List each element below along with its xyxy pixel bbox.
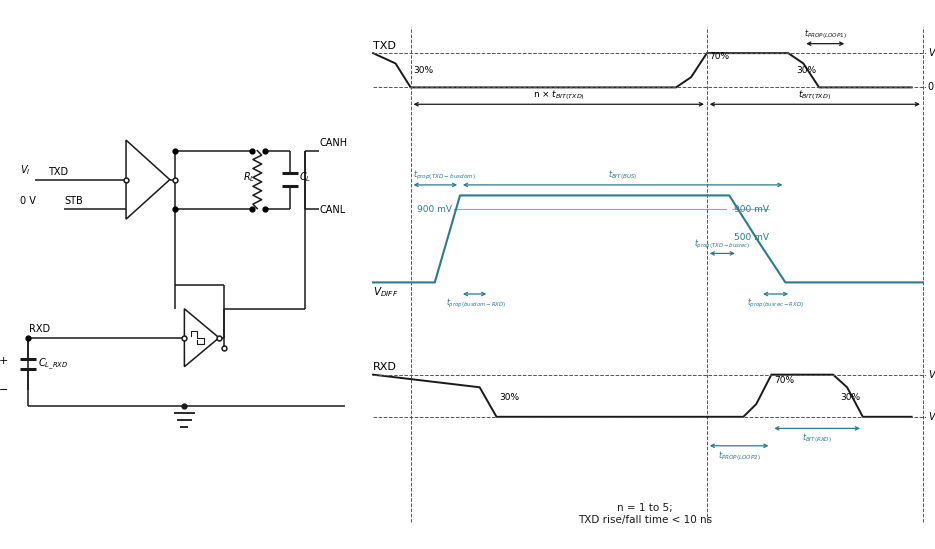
Text: $R_L$: $R_L$ <box>243 170 255 184</box>
Text: 70%: 70% <box>710 52 730 61</box>
Text: $V_I$: $V_I$ <box>928 46 935 60</box>
Text: 900 mV: 900 mV <box>417 205 452 214</box>
Text: $t_{prop(TXD-busdom)}$: $t_{prop(TXD-busdom)}$ <box>413 169 476 182</box>
Text: $t_{prop(busrec-RXD)}$: $t_{prop(busrec-RXD)}$ <box>747 297 804 310</box>
Text: 30%: 30% <box>413 66 434 75</box>
Text: 30%: 30% <box>840 393 860 402</box>
Text: n × $t_{BIT(TXD)}$: n × $t_{BIT(TXD)}$ <box>533 88 584 102</box>
Text: $C_{L\_RXD}$: $C_{L\_RXD}$ <box>37 356 68 372</box>
Text: −: − <box>0 385 7 395</box>
Text: $t_{BIT(RXD)}$: $t_{BIT(RXD)}$ <box>802 432 832 445</box>
Text: $t_{PROP(LOOP2)}$: $t_{PROP(LOOP2)}$ <box>718 449 760 463</box>
Text: CANH: CANH <box>320 138 348 148</box>
Text: $V_{DIFF}$: $V_{DIFF}$ <box>373 285 398 299</box>
Text: $t_{BIT(BUS)}$: $t_{BIT(BUS)}$ <box>608 169 638 182</box>
Text: TXD: TXD <box>373 41 396 51</box>
Text: $t_{prop(busdom-RXD)}$: $t_{prop(busdom-RXD)}$ <box>446 297 506 310</box>
Text: n = 1 to 5;
TXD rise/fall time < 10 ns: n = 1 to 5; TXD rise/fall time < 10 ns <box>578 503 712 525</box>
Text: 500 mV: 500 mV <box>734 233 769 242</box>
Text: RXD: RXD <box>29 323 50 334</box>
Text: 0 V: 0 V <box>928 82 935 92</box>
Text: $V_O$: $V_O$ <box>0 357 1 371</box>
Text: STB: STB <box>64 196 83 206</box>
Text: $V_{OL}$: $V_{OL}$ <box>928 410 935 424</box>
Text: $t_{BIT(TXD)}$: $t_{BIT(TXD)}$ <box>798 88 831 102</box>
Text: TXD: TXD <box>48 167 67 177</box>
Text: 0 V: 0 V <box>21 196 36 206</box>
Text: 30%: 30% <box>796 66 816 75</box>
Text: RXD: RXD <box>373 362 397 372</box>
Text: $t_{prop(TXD-busrec)}$: $t_{prop(TXD-busrec)}$ <box>694 238 751 251</box>
Text: 900 mV: 900 mV <box>734 205 769 214</box>
Text: 30%: 30% <box>499 393 520 402</box>
Text: 70%: 70% <box>774 376 795 385</box>
Text: $V_I$: $V_I$ <box>21 163 31 177</box>
Text: $V_{OH}$: $V_{OH}$ <box>928 368 935 382</box>
Text: +: + <box>0 356 7 367</box>
Text: $C_L$: $C_L$ <box>299 170 311 184</box>
Text: $t_{PROP(LOOP1)}$: $t_{PROP(LOOP1)}$ <box>804 27 847 41</box>
Text: CANL: CANL <box>320 205 346 215</box>
